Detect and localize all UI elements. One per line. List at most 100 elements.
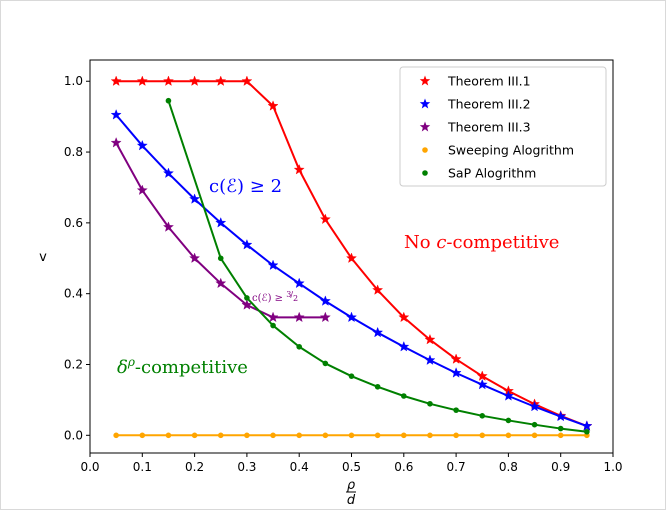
data-point-sap-alogrithm — [531, 421, 538, 428]
legend-marker-sweeping-alogrithm — [422, 147, 428, 153]
data-point-theorem-iii-2 — [424, 354, 436, 365]
data-point-sap-alogrithm — [374, 383, 381, 390]
data-point-sweeping-alogrithm — [139, 432, 146, 439]
data-point-theorem-iii-1 — [136, 75, 148, 86]
data-point-theorem-iii-1 — [424, 333, 436, 345]
data-point-theorem-iii-3 — [319, 311, 331, 323]
data-point-theorem-iii-3 — [110, 137, 122, 148]
x-tick-label: 0.1 — [133, 460, 152, 474]
data-point-theorem-iii-1 — [162, 75, 174, 86]
data-point-sweeping-alogrithm — [453, 432, 459, 439]
legend-marker-theorem-iii-3 — [419, 121, 431, 132]
x-tick-label: 1.0 — [603, 460, 622, 474]
y-tick-label: 0.0 — [64, 428, 83, 442]
data-point-sweeping-alogrithm — [244, 432, 250, 439]
data-point-theorem-iii-2 — [476, 378, 488, 390]
legend-label-theorem-iii-1: Theorem III.1 — [447, 74, 531, 89]
data-point-theorem-iii-1 — [110, 75, 122, 86]
x-axis-label-numerator: ρ — [347, 478, 356, 493]
data-point-sweeping-alogrithm — [270, 432, 276, 439]
data-point-sweeping-alogrithm — [374, 432, 381, 439]
data-point-sap-alogrithm — [348, 373, 355, 379]
data-point-sweeping-alogrithm — [191, 432, 198, 439]
data-point-theorem-iii-2 — [398, 341, 410, 352]
x-axis-label-denominator: d — [347, 493, 356, 508]
y-tick-label: 0.2 — [64, 357, 83, 371]
legend-entry-sweeping-alogrithm: Sweeping Alogrithm — [422, 143, 574, 158]
data-point-theorem-iii-2 — [346, 311, 357, 323]
data-point-theorem-iii-2 — [502, 390, 514, 401]
legend-marker-sap-alogrithm — [422, 170, 428, 176]
series-theorem-iii-3 — [110, 137, 331, 323]
data-point-theorem-iii-3 — [215, 277, 227, 289]
x-tick-label: 0.7 — [447, 460, 466, 474]
data-point-sweeping-alogrithm — [401, 432, 407, 439]
data-point-theorem-iii-1 — [267, 100, 279, 111]
annotation-c-ge-2: c(ℰ) ≥ 2 — [209, 176, 282, 197]
legend-marker-theorem-iii-2 — [419, 98, 431, 109]
data-point-theorem-iii-1 — [293, 163, 305, 175]
legend-label-sweeping-alogrithm: Sweeping Alogrithm — [448, 143, 574, 158]
x-tick-label: 0.6 — [394, 460, 413, 474]
series-line-theorem-iii-3 — [115, 142, 326, 319]
data-point-theorem-iii-2 — [136, 139, 148, 151]
data-point-theorem-iii-2 — [450, 367, 462, 378]
data-point-sweeping-alogrithm — [165, 432, 172, 439]
data-point-theorem-iii-3 — [241, 299, 253, 310]
data-point-theorem-iii-1 — [346, 252, 357, 263]
series-sweeping-alogrithm — [113, 432, 590, 439]
data-point-theorem-iii-1 — [372, 284, 384, 295]
y-axis-label: v — [39, 250, 47, 265]
data-point-theorem-iii-3 — [162, 221, 174, 232]
annotation-no-c-competitive: No c-competitive — [404, 232, 559, 253]
data-point-sap-alogrithm — [401, 393, 407, 399]
data-point-sweeping-alogrithm — [348, 432, 355, 439]
data-point-theorem-iii-2 — [293, 277, 305, 289]
data-point-sap-alogrithm — [270, 322, 276, 329]
data-point-theorem-iii-3 — [293, 311, 305, 323]
legend-marker-theorem-iii-1 — [419, 75, 431, 86]
data-point-sweeping-alogrithm — [322, 432, 329, 439]
data-point-theorem-iii-3 — [189, 252, 201, 263]
data-point-sap-alogrithm — [505, 417, 512, 424]
legend-label-theorem-iii-3: Theorem III.3 — [447, 120, 531, 135]
data-point-theorem-iii-1 — [189, 75, 201, 86]
legend-label-theorem-iii-2: Theorem III.2 — [447, 97, 531, 112]
data-point-sap-alogrithm — [296, 343, 303, 350]
data-point-theorem-iii-2 — [162, 167, 174, 178]
data-point-theorem-iii-2 — [555, 410, 567, 422]
x-tick-label: 0.5 — [342, 460, 361, 474]
data-point-theorem-iii-1 — [241, 75, 253, 86]
series-sap-alogrithm — [165, 97, 590, 435]
data-point-theorem-iii-2 — [372, 326, 384, 338]
data-point-sweeping-alogrithm — [531, 432, 538, 439]
x-tick-label: 0.3 — [237, 460, 256, 474]
legend: Theorem III.1 Theorem III.2 Theorem III.3 S… — [399, 66, 607, 187]
x-tick-label: 0.4 — [290, 460, 309, 474]
y-tick-label: 0.4 — [64, 287, 83, 301]
y-tick-label: 0.6 — [64, 216, 83, 230]
legend-entry-theorem-iii-2: Theorem III.2 — [419, 97, 531, 112]
legend-entry-sap-alogrithm: SaP Alogrithm — [422, 166, 536, 181]
data-point-theorem-iii-3 — [136, 184, 148, 195]
annotation-c-ge-3-2: c(ℰ) ≥ 3/2 — [252, 290, 298, 304]
x-tick-label: 0.2 — [185, 460, 204, 474]
data-point-sap-alogrithm — [557, 425, 564, 432]
y-tick-label: 1.0 — [64, 74, 83, 88]
data-point-sap-alogrithm — [165, 97, 172, 104]
legend-box — [399, 66, 607, 187]
annotation-delta-rho-competitive: δρ-competitive — [117, 355, 248, 378]
data-point-sap-alogrithm — [244, 295, 250, 301]
x-tick-label: 0.8 — [499, 460, 518, 474]
x-tick-label: 0.0 — [80, 460, 99, 474]
data-point-sap-alogrithm — [584, 428, 590, 435]
data-point-theorem-iii-1 — [450, 353, 462, 364]
legend-entry-theorem-iii-3: Theorem III.3 — [419, 120, 531, 135]
data-point-theorem-iii-1 — [476, 370, 488, 381]
y-tick-label: 0.8 — [64, 145, 83, 159]
data-point-sweeping-alogrithm — [479, 432, 486, 439]
data-point-theorem-iii-2 — [110, 109, 122, 120]
data-point-sap-alogrithm — [322, 360, 329, 367]
